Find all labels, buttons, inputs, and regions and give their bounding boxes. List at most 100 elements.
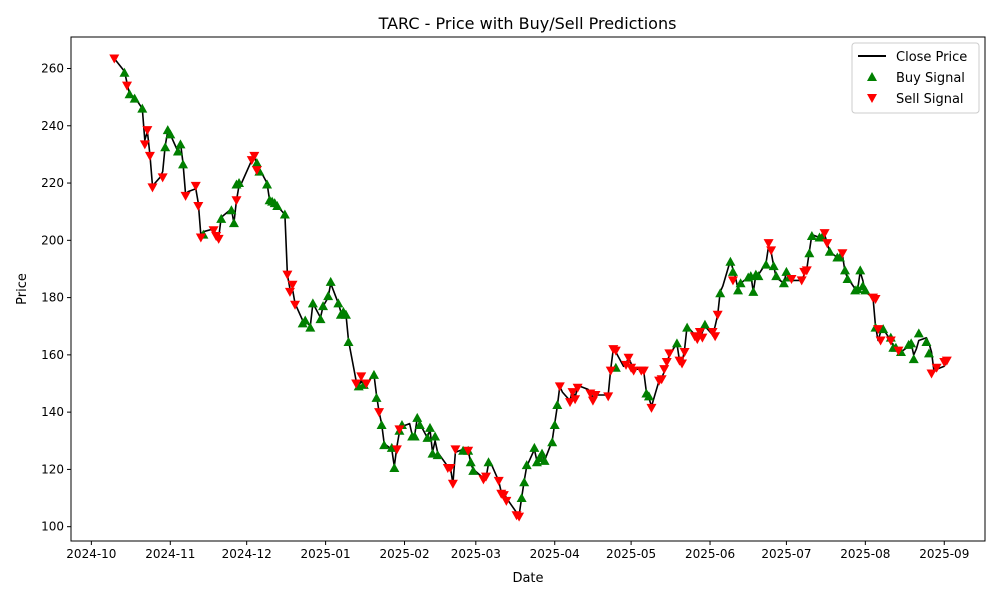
sell-signal-marker bbox=[605, 366, 616, 376]
plot-area bbox=[109, 54, 952, 522]
buy-signal-marker bbox=[376, 420, 387, 430]
y-tick-label: 240 bbox=[41, 119, 64, 133]
buy-signal-marker bbox=[682, 322, 693, 332]
buy-signal-marker bbox=[516, 493, 527, 503]
sell-signal-marker bbox=[142, 126, 153, 136]
buy-signal-marker bbox=[529, 442, 540, 452]
buy-signal-marker bbox=[824, 246, 835, 256]
sell-signal-marker bbox=[796, 276, 807, 286]
x-tick-label: 2024-10 bbox=[66, 547, 116, 561]
sell-signal-marker bbox=[351, 379, 362, 389]
buy-signal-marker bbox=[549, 420, 560, 430]
legend-sell-marker bbox=[867, 94, 877, 103]
buy-signal-marker bbox=[315, 314, 326, 324]
y-tick-label: 180 bbox=[41, 291, 64, 305]
sell-signal-marker bbox=[870, 295, 881, 305]
sell-signal-marker bbox=[603, 392, 614, 402]
sell-signal-marker bbox=[873, 325, 884, 335]
sell-signal-marker bbox=[697, 333, 708, 343]
legend-entry-close-price: Close Price bbox=[896, 50, 967, 65]
sell-signal-marker bbox=[356, 372, 367, 382]
sell-signal-marker bbox=[374, 408, 385, 418]
sell-signal-marker bbox=[391, 445, 402, 455]
buy-signal-marker bbox=[343, 336, 354, 346]
buy-signal-marker bbox=[908, 354, 919, 364]
buy-signal-marker bbox=[468, 465, 479, 475]
sell-signal-marker bbox=[208, 226, 219, 236]
sell-signal-marker bbox=[628, 366, 639, 376]
sell-signal-marker bbox=[763, 239, 774, 249]
y-tick-label: 220 bbox=[41, 176, 64, 190]
sell-signal-marker bbox=[710, 332, 721, 342]
sell-signal-marker bbox=[567, 388, 578, 398]
buy-signal-marker bbox=[165, 129, 176, 139]
sell-signal-marker bbox=[287, 280, 298, 290]
buy-signal-marker bbox=[768, 261, 779, 271]
sell-signal-marker bbox=[554, 382, 565, 392]
sell-signal-marker bbox=[394, 425, 405, 435]
buy-signal-marker bbox=[137, 103, 148, 113]
y-tick-label: 160 bbox=[41, 348, 64, 362]
x-tick-label: 2024-12 bbox=[222, 547, 272, 561]
y-tick-label: 120 bbox=[41, 462, 64, 476]
buy-signal-marker bbox=[414, 420, 425, 430]
sell-signal-marker bbox=[282, 270, 293, 280]
buy-signal-marker bbox=[761, 259, 772, 269]
sell-signal-marker bbox=[801, 266, 812, 276]
buy-signal-marker bbox=[251, 158, 262, 167]
buy-signal-marker bbox=[753, 271, 764, 281]
buy-signal-marker bbox=[860, 285, 871, 295]
sell-signal-marker bbox=[875, 336, 886, 346]
sell-signal-marker bbox=[646, 403, 657, 413]
buy-signal-marker bbox=[432, 450, 443, 460]
sell-signal-marker bbox=[656, 375, 667, 385]
buy-signal-marker bbox=[305, 322, 316, 332]
buy-signal-marker bbox=[913, 328, 924, 338]
buy-signal-marker bbox=[878, 324, 889, 334]
buy-signal-marker bbox=[422, 432, 433, 442]
buy-signal-marker bbox=[412, 412, 423, 422]
x-tick-label: 2024-11 bbox=[145, 547, 195, 561]
x-tick-label: 2025-04 bbox=[530, 547, 580, 561]
buy-signal-marker bbox=[834, 252, 845, 262]
buy-signal-marker bbox=[340, 309, 351, 319]
buy-signal-marker bbox=[307, 298, 318, 308]
buy-signal-marker bbox=[178, 159, 189, 169]
buy-signal-marker bbox=[537, 448, 548, 458]
buy-signal-marker bbox=[368, 369, 379, 379]
sell-signal-marker bbox=[144, 151, 155, 161]
x-tick-label: 2025-01 bbox=[301, 547, 351, 561]
buy-signal-marker bbox=[852, 284, 863, 293]
sell-signal-marker bbox=[677, 359, 688, 369]
buy-signal-marker bbox=[733, 285, 744, 295]
sell-signal-marker bbox=[361, 379, 372, 389]
buy-signal-marker bbox=[842, 273, 853, 283]
sell-signal-marker bbox=[249, 151, 260, 161]
sell-signal-marker bbox=[822, 239, 833, 249]
sell-signal-marker bbox=[941, 356, 952, 366]
buy-signal-marker bbox=[389, 462, 400, 472]
sell-signal-marker bbox=[157, 173, 168, 183]
buy-signal-marker bbox=[715, 288, 726, 298]
x-tick-label: 2025-06 bbox=[685, 547, 735, 561]
buy-signal-marker bbox=[226, 205, 237, 215]
sell-signal-marker bbox=[501, 496, 512, 506]
buy-signal-marker bbox=[172, 146, 183, 156]
sell-signal-marker bbox=[480, 472, 491, 482]
sell-signal-marker bbox=[664, 349, 675, 359]
x-tick-label: 2025-08 bbox=[840, 547, 890, 561]
buy-signal-marker bbox=[409, 431, 420, 441]
sell-signal-marker bbox=[514, 512, 525, 522]
buy-signal-marker bbox=[262, 179, 273, 189]
sell-signal-marker bbox=[766, 246, 777, 256]
sell-signal-marker bbox=[193, 201, 204, 211]
sell-signal-marker bbox=[926, 369, 937, 379]
sell-signal-marker bbox=[638, 366, 649, 376]
buy-signal-marker bbox=[539, 455, 550, 465]
buy-signal-marker bbox=[725, 256, 736, 266]
buy-signal-marker bbox=[379, 440, 390, 450]
sell-signal-marker bbox=[837, 249, 848, 259]
sell-signal-marker bbox=[570, 395, 581, 405]
x-axis: 2024-10 2024-11 2024-12 2025-01 2025-02 2025-… bbox=[66, 541, 969, 561]
x-tick-label: 2025-05 bbox=[606, 547, 656, 561]
